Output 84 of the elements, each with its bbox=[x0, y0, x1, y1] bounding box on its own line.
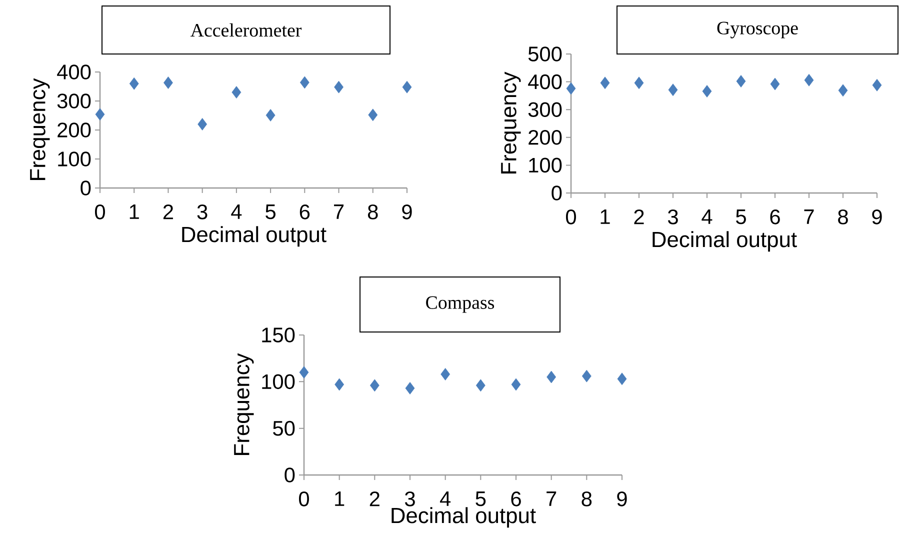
y-tick-label: 400 bbox=[528, 74, 562, 90]
point bbox=[668, 84, 678, 96]
x-tick-label: 1 bbox=[335, 492, 344, 506]
point bbox=[440, 368, 450, 380]
x-tick-label: 5 bbox=[736, 210, 746, 224]
x-tick-label: 8 bbox=[582, 492, 592, 506]
y-tick-label: 500 bbox=[528, 46, 562, 62]
y-tick-label: 300 bbox=[528, 102, 562, 118]
x-tick-label: 5 bbox=[266, 204, 276, 220]
x-tick-label: 3 bbox=[197, 204, 208, 220]
chart-title: Gyroscope bbox=[717, 22, 798, 38]
y-axis-title: Frequency bbox=[501, 72, 521, 174]
x-axis-title: Decimal output bbox=[182, 226, 326, 247]
point bbox=[600, 76, 610, 90]
x-tick-label: 3 bbox=[668, 210, 678, 224]
point bbox=[95, 108, 105, 121]
x-tick-label: 2 bbox=[634, 210, 644, 224]
point bbox=[164, 76, 173, 89]
point bbox=[617, 372, 627, 386]
point bbox=[370, 379, 380, 392]
point bbox=[838, 84, 848, 97]
point bbox=[232, 86, 242, 98]
x-tick-label: 7 bbox=[334, 204, 344, 219]
x-tick-label: 1 bbox=[130, 204, 139, 219]
y-tick-label: 150 bbox=[262, 328, 295, 342]
y-tick-label: 100 bbox=[529, 158, 562, 173]
point bbox=[702, 85, 712, 98]
x-tick-label: 4 bbox=[231, 204, 242, 219]
y-tick-label: 100 bbox=[58, 152, 91, 166]
x-tick-label: 4 bbox=[702, 210, 712, 224]
x-tick-label: 0 bbox=[94, 204, 105, 220]
point bbox=[476, 379, 486, 392]
point bbox=[511, 378, 521, 391]
x-tick-label: 7 bbox=[546, 492, 556, 506]
x-tick-label: 2 bbox=[370, 492, 380, 506]
x-tick-label: 3 bbox=[404, 492, 415, 506]
point bbox=[299, 366, 309, 379]
y-tick-label: 100 bbox=[262, 374, 295, 390]
point bbox=[582, 370, 592, 382]
point bbox=[198, 118, 208, 130]
x-tick-label: 6 bbox=[511, 492, 521, 506]
point bbox=[405, 382, 415, 394]
y-axis-title: Frequency bbox=[234, 353, 254, 455]
chart-title: Accelerometer bbox=[190, 23, 302, 37]
point bbox=[266, 109, 276, 122]
x-tick-label: 9 bbox=[872, 210, 882, 224]
x-tick-label: 5 bbox=[476, 492, 486, 506]
point bbox=[368, 108, 378, 122]
x-axis-title: Decimal output bbox=[392, 507, 536, 528]
point bbox=[634, 76, 644, 90]
x-tick-label: 7 bbox=[804, 210, 814, 224]
y-tick-label: 300 bbox=[57, 94, 91, 108]
x-tick-label: 0 bbox=[566, 210, 576, 224]
point bbox=[334, 378, 344, 391]
point bbox=[546, 370, 556, 384]
x-tick-label: 9 bbox=[617, 492, 627, 506]
y-tick-label: 200 bbox=[528, 130, 562, 145]
point bbox=[804, 74, 814, 86]
x-tick-label: 2 bbox=[163, 204, 173, 220]
x-tick-label: 6 bbox=[770, 210, 780, 224]
y-tick-label: 0 bbox=[284, 468, 295, 482]
y-tick-label: 0 bbox=[552, 186, 562, 200]
point bbox=[402, 80, 412, 94]
point bbox=[129, 77, 139, 90]
point bbox=[736, 75, 746, 88]
y-tick-label: 400 bbox=[57, 64, 91, 80]
y-tick-label: 200 bbox=[58, 122, 91, 138]
x-tick-label: 0 bbox=[298, 492, 309, 506]
point bbox=[300, 76, 310, 89]
x-tick-label: 8 bbox=[368, 204, 378, 220]
x-tick-label: 8 bbox=[838, 210, 848, 224]
point bbox=[334, 80, 344, 94]
x-tick-label: 9 bbox=[402, 204, 412, 220]
x-tick-label: 1 bbox=[600, 210, 610, 224]
chart-title: Compass bbox=[426, 296, 494, 313]
x-tick-label: 6 bbox=[300, 204, 310, 220]
y-tick-label: 50 bbox=[273, 420, 295, 436]
x-axis-title: Decimal output bbox=[652, 231, 797, 252]
y-tick-label: 0 bbox=[80, 180, 91, 196]
point bbox=[770, 78, 780, 90]
y-axis-title: Frequency bbox=[30, 78, 50, 180]
point bbox=[872, 78, 882, 92]
point bbox=[566, 82, 576, 95]
x-tick-label: 4 bbox=[440, 492, 451, 506]
